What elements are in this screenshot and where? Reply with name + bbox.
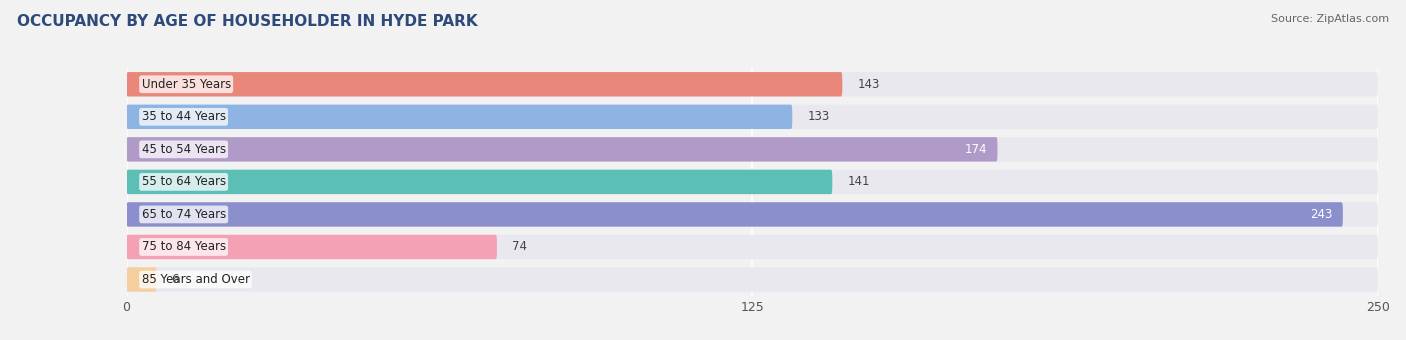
Text: 141: 141 (848, 175, 870, 188)
FancyBboxPatch shape (127, 267, 156, 292)
Text: OCCUPANCY BY AGE OF HOUSEHOLDER IN HYDE PARK: OCCUPANCY BY AGE OF HOUSEHOLDER IN HYDE … (17, 14, 478, 29)
FancyBboxPatch shape (127, 170, 832, 194)
Text: Source: ZipAtlas.com: Source: ZipAtlas.com (1271, 14, 1389, 23)
FancyBboxPatch shape (127, 72, 842, 97)
Text: 45 to 54 Years: 45 to 54 Years (142, 143, 226, 156)
Text: 174: 174 (965, 143, 987, 156)
Text: 143: 143 (858, 78, 880, 91)
FancyBboxPatch shape (127, 235, 496, 259)
Text: 133: 133 (807, 110, 830, 123)
FancyBboxPatch shape (127, 170, 1378, 194)
FancyBboxPatch shape (127, 267, 1378, 292)
Text: Under 35 Years: Under 35 Years (142, 78, 231, 91)
Text: 6: 6 (172, 273, 179, 286)
Text: 55 to 64 Years: 55 to 64 Years (142, 175, 226, 188)
Text: 85 Years and Over: 85 Years and Over (142, 273, 249, 286)
Text: 243: 243 (1310, 208, 1333, 221)
FancyBboxPatch shape (127, 137, 1378, 162)
FancyBboxPatch shape (127, 235, 1378, 259)
FancyBboxPatch shape (127, 202, 1343, 227)
FancyBboxPatch shape (127, 202, 1378, 227)
FancyBboxPatch shape (127, 72, 1378, 97)
FancyBboxPatch shape (127, 105, 792, 129)
FancyBboxPatch shape (127, 137, 997, 162)
Text: 74: 74 (512, 240, 527, 254)
Text: 65 to 74 Years: 65 to 74 Years (142, 208, 226, 221)
Text: 75 to 84 Years: 75 to 84 Years (142, 240, 226, 254)
Text: 35 to 44 Years: 35 to 44 Years (142, 110, 226, 123)
FancyBboxPatch shape (127, 105, 1378, 129)
